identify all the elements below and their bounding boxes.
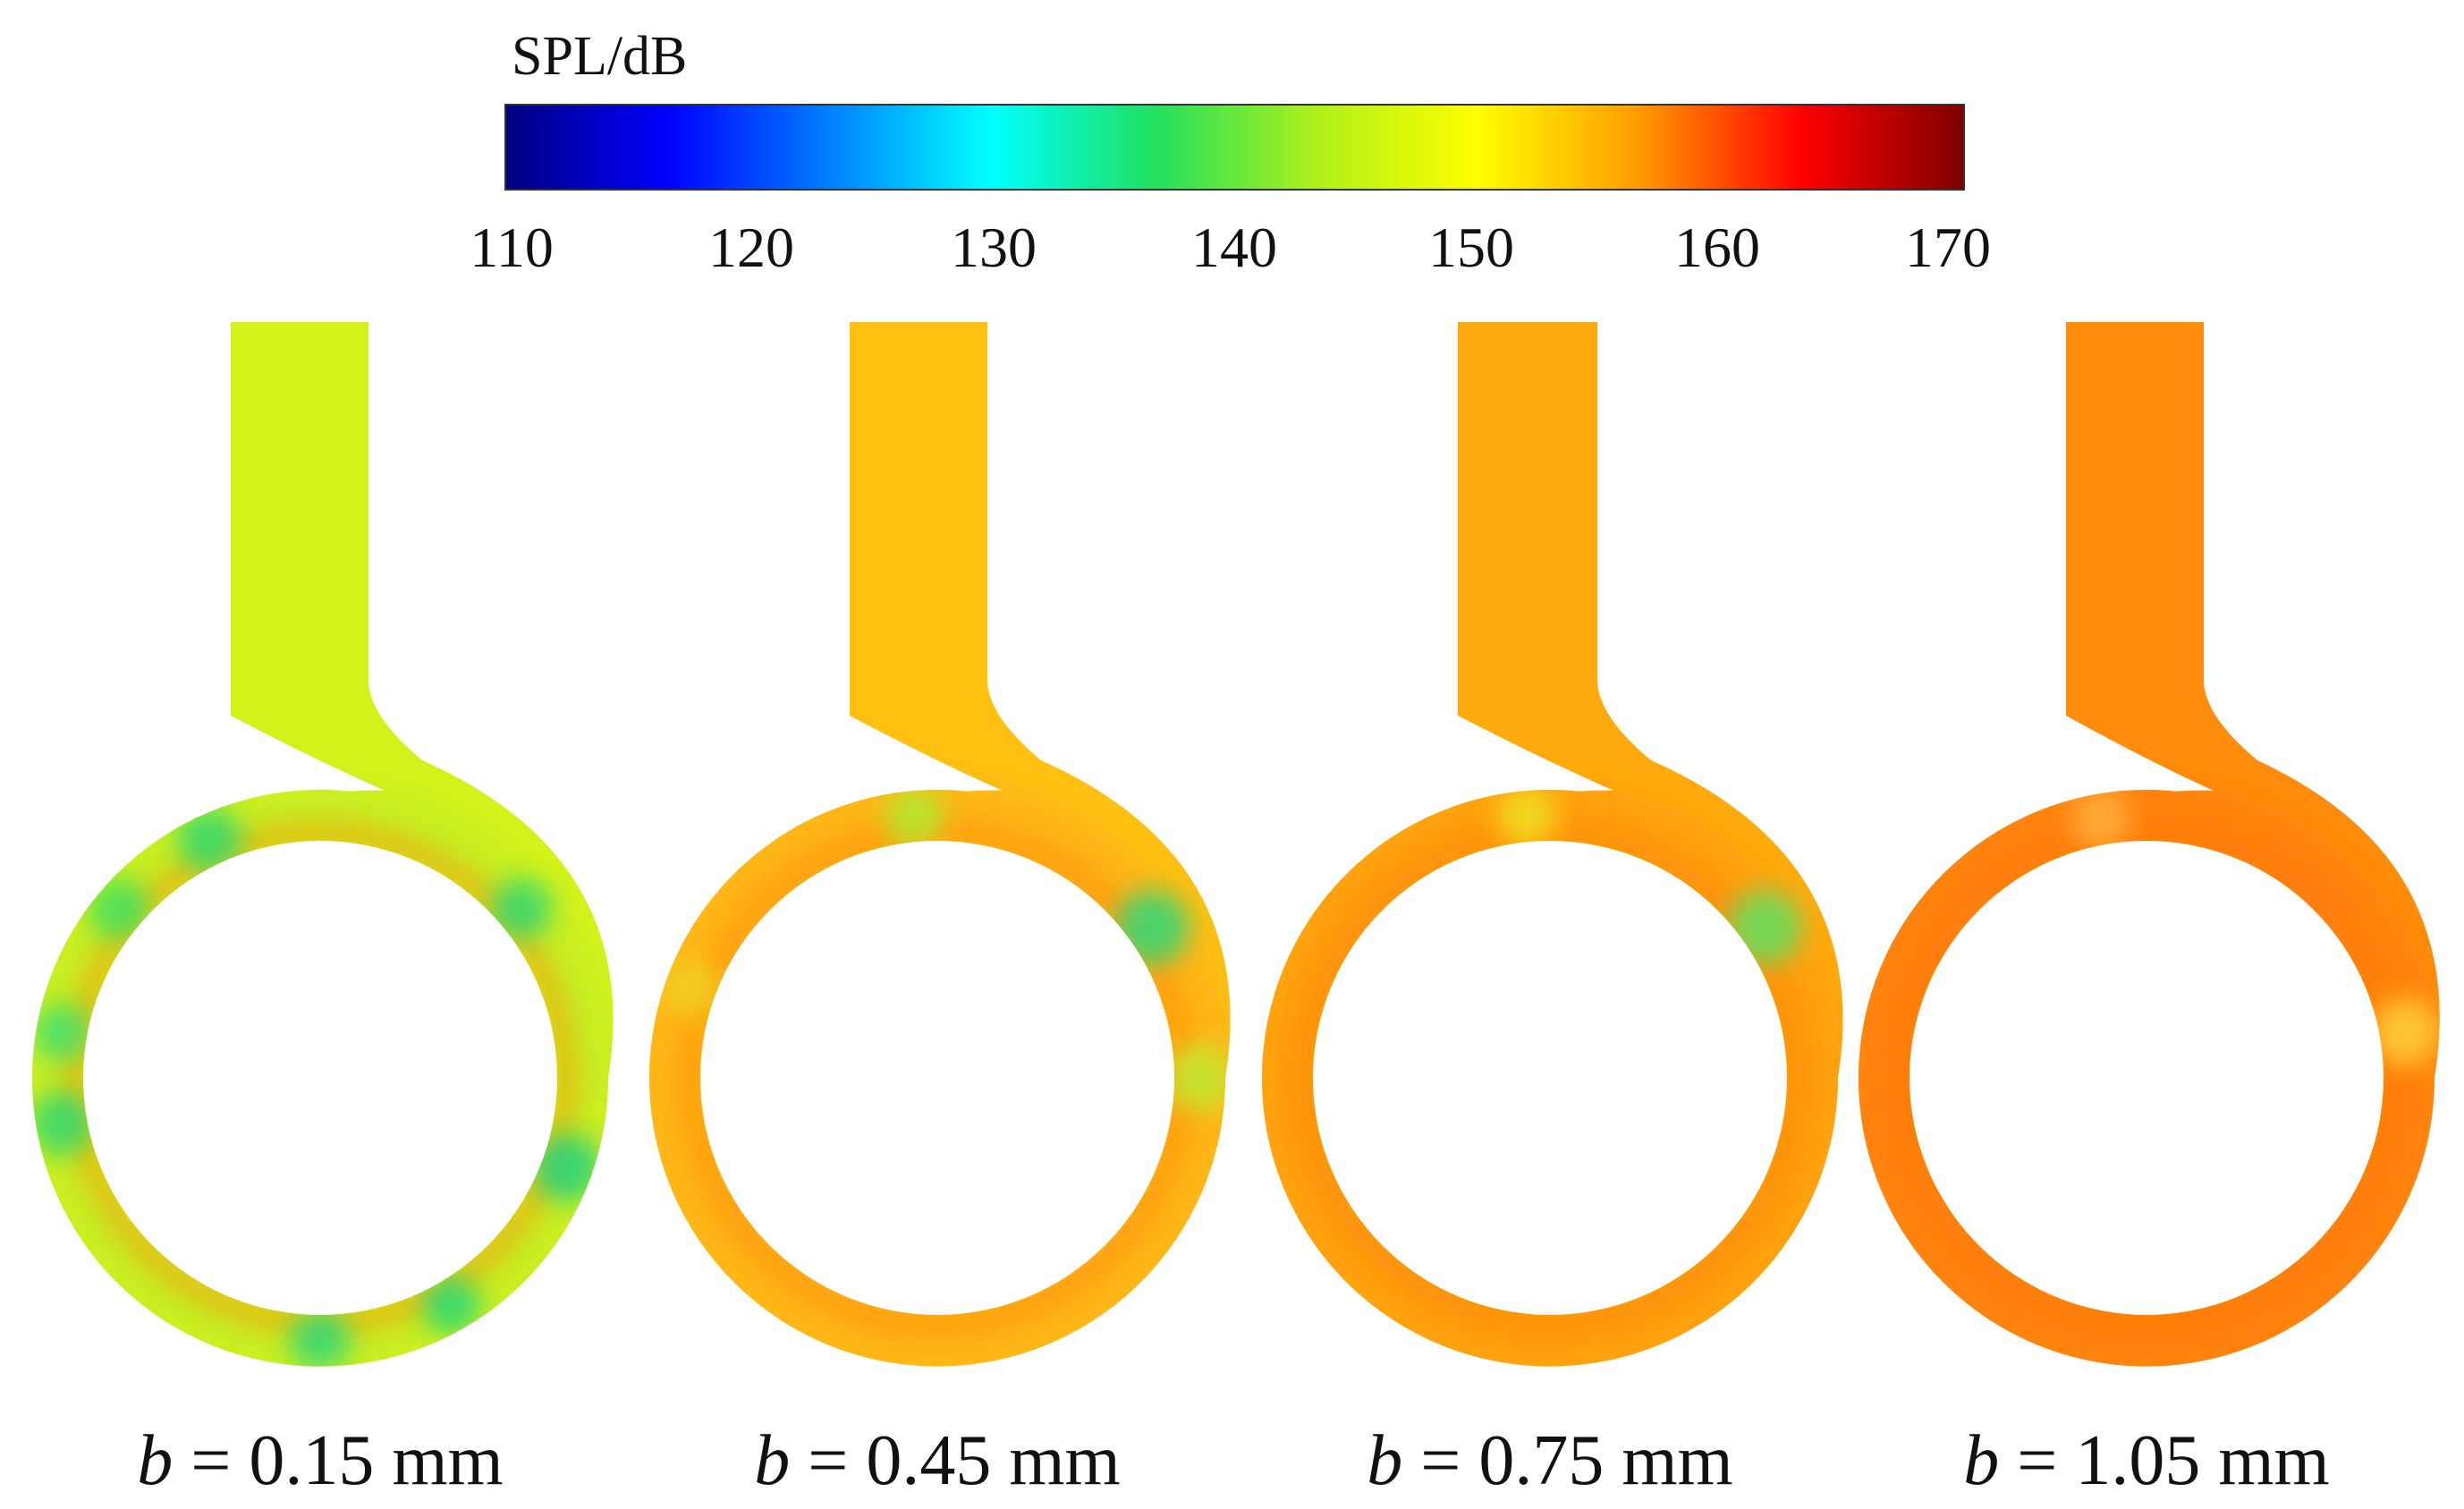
case-label-2: b = 0.45 mm xyxy=(754,1421,1121,1500)
volute-hub-void xyxy=(700,841,1174,1315)
colorbar-tick-label: 160 xyxy=(1674,216,1760,279)
colorbar-tick-label: 150 xyxy=(1428,216,1514,279)
colorbar-gradient xyxy=(504,104,1965,191)
volute-hub-void xyxy=(83,841,557,1315)
case-label-3: b = 0.75 mm xyxy=(1367,1421,1733,1500)
volute-panel xyxy=(649,322,1231,1367)
colorbar-tick-label: 140 xyxy=(1191,216,1277,279)
case-label-4: b = 1.05 mm xyxy=(1963,1421,2330,1500)
spl-colorbar: SPL/dB 110 120 130 140 150 160 170 xyxy=(0,0,2464,295)
volute-panel xyxy=(32,322,614,1367)
colorbar-title: SPL/dB xyxy=(512,26,688,87)
colorbar-tick-label: 110 xyxy=(470,216,554,279)
case-label-1: b = 0.15 mm xyxy=(137,1421,504,1500)
volute-panel xyxy=(1262,322,1843,1367)
volute-hub-void xyxy=(1909,841,2384,1315)
colorbar-tick-label: 170 xyxy=(1905,216,1991,279)
volute-panel xyxy=(1859,322,2440,1367)
volute-hub-void xyxy=(1313,841,1787,1315)
colorbar-tick-label: 130 xyxy=(951,216,1037,279)
colorbar-tick-label: 120 xyxy=(708,216,794,279)
